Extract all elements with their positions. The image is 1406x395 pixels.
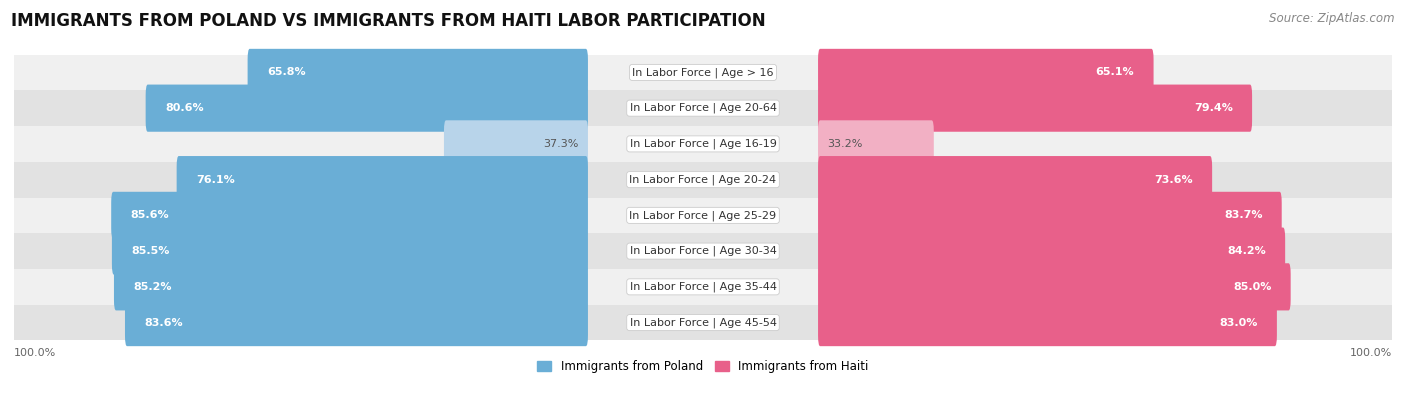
Text: 33.2%: 33.2% (827, 139, 862, 149)
FancyBboxPatch shape (146, 85, 588, 132)
Bar (14, 305, 1392, 340)
Text: 85.0%: 85.0% (1233, 282, 1271, 292)
FancyBboxPatch shape (818, 49, 1153, 96)
Text: 85.5%: 85.5% (131, 246, 170, 256)
FancyBboxPatch shape (818, 263, 1291, 310)
FancyBboxPatch shape (818, 299, 1277, 346)
Text: 65.8%: 65.8% (267, 68, 305, 77)
FancyBboxPatch shape (114, 263, 588, 310)
Text: In Labor Force | Age 20-24: In Labor Force | Age 20-24 (630, 174, 776, 185)
Text: 76.1%: 76.1% (195, 175, 235, 184)
Text: 83.7%: 83.7% (1223, 211, 1263, 220)
FancyBboxPatch shape (818, 228, 1285, 275)
Text: 83.0%: 83.0% (1219, 318, 1257, 327)
FancyBboxPatch shape (444, 120, 588, 167)
Bar (14, 233, 1392, 269)
Text: 79.4%: 79.4% (1194, 103, 1233, 113)
Bar (14, 90, 1392, 126)
Text: 80.6%: 80.6% (165, 103, 204, 113)
Text: In Labor Force | Age 30-34: In Labor Force | Age 30-34 (630, 246, 776, 256)
Text: 100.0%: 100.0% (1350, 348, 1392, 357)
Text: Source: ZipAtlas.com: Source: ZipAtlas.com (1270, 12, 1395, 25)
Text: In Labor Force | Age > 16: In Labor Force | Age > 16 (633, 67, 773, 78)
Text: 100.0%: 100.0% (14, 348, 56, 357)
FancyBboxPatch shape (818, 120, 934, 167)
Bar (14, 126, 1392, 162)
Text: 37.3%: 37.3% (544, 139, 579, 149)
FancyBboxPatch shape (818, 192, 1282, 239)
Text: 73.6%: 73.6% (1154, 175, 1192, 184)
Text: 85.2%: 85.2% (134, 282, 172, 292)
Bar (14, 269, 1392, 305)
Bar (14, 55, 1392, 90)
Legend: Immigrants from Poland, Immigrants from Haiti: Immigrants from Poland, Immigrants from … (533, 355, 873, 378)
Text: In Labor Force | Age 45-54: In Labor Force | Age 45-54 (630, 317, 776, 328)
Text: In Labor Force | Age 35-44: In Labor Force | Age 35-44 (630, 282, 776, 292)
Bar (14, 162, 1392, 198)
FancyBboxPatch shape (177, 156, 588, 203)
FancyBboxPatch shape (247, 49, 588, 96)
Text: In Labor Force | Age 20-64: In Labor Force | Age 20-64 (630, 103, 776, 113)
FancyBboxPatch shape (112, 228, 588, 275)
Text: 65.1%: 65.1% (1095, 68, 1135, 77)
FancyBboxPatch shape (818, 156, 1212, 203)
FancyBboxPatch shape (818, 85, 1253, 132)
Text: 85.6%: 85.6% (131, 211, 169, 220)
FancyBboxPatch shape (125, 299, 588, 346)
Text: In Labor Force | Age 25-29: In Labor Force | Age 25-29 (630, 210, 776, 221)
Text: 84.2%: 84.2% (1227, 246, 1265, 256)
FancyBboxPatch shape (111, 192, 588, 239)
Text: 83.6%: 83.6% (145, 318, 183, 327)
Bar (14, 198, 1392, 233)
Text: IMMIGRANTS FROM POLAND VS IMMIGRANTS FROM HAITI LABOR PARTICIPATION: IMMIGRANTS FROM POLAND VS IMMIGRANTS FRO… (11, 12, 766, 30)
Text: In Labor Force | Age 16-19: In Labor Force | Age 16-19 (630, 139, 776, 149)
